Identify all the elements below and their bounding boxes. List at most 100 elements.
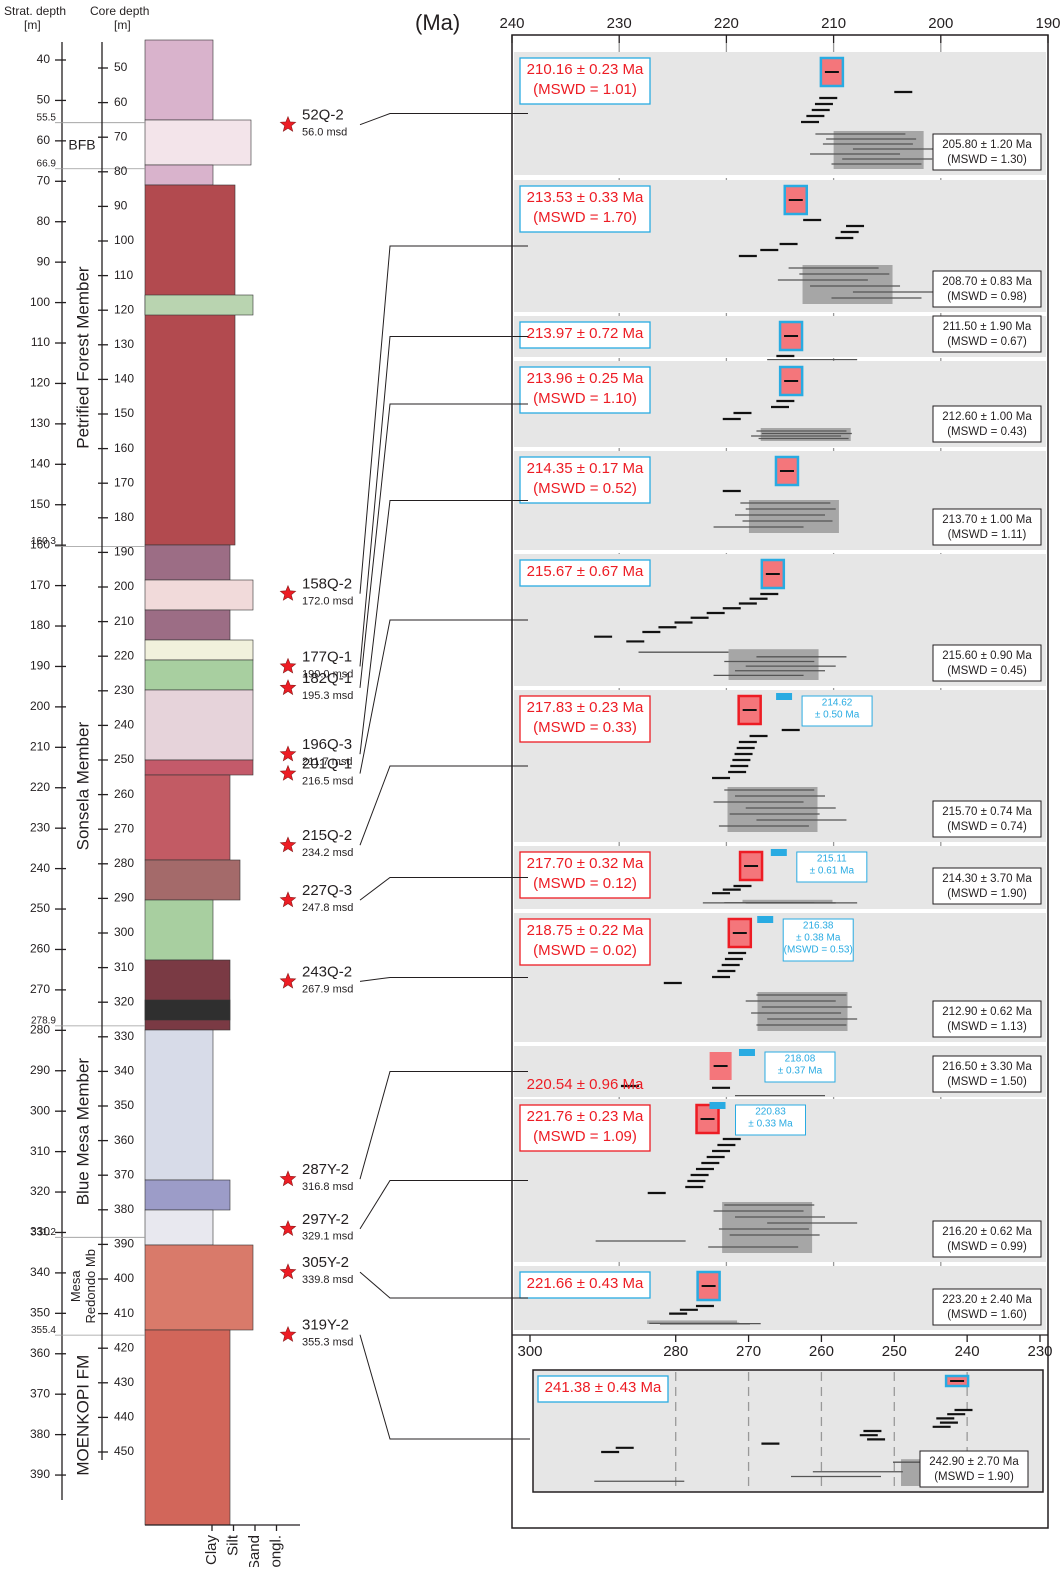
- x-tick-label: 190: [1035, 15, 1060, 32]
- strat-tick-label: 140: [30, 456, 50, 470]
- age-label: (MSWD = 0.02): [533, 942, 637, 959]
- subgroup-label: ± 0.33 Ma: [748, 1119, 793, 1130]
- grey-age-label: (MSWD = 1.50): [947, 1076, 1027, 1088]
- core-tick-label: 320: [114, 994, 134, 1008]
- core-tick-label: 110: [114, 268, 133, 282]
- grey-label-frame: [932, 270, 1042, 308]
- strat-tick-label: 180: [30, 618, 50, 632]
- age-label-frame: [519, 57, 651, 105]
- age-label: (MSWD = 0.33): [533, 719, 637, 736]
- core-tick-label: 340: [114, 1064, 134, 1078]
- grey-age-label: (MSWD = 0.74): [947, 821, 1027, 833]
- subgroup-label: ± 0.50 Ma: [815, 710, 860, 721]
- grey-label-frame: [932, 133, 1042, 171]
- core-tick-label: 250: [114, 752, 134, 766]
- grey-age-label: 208.70 ± 0.83 Ma: [942, 276, 1032, 288]
- age-label: (MSWD = 1.70): [533, 209, 637, 226]
- grey-mean-box: [833, 131, 924, 169]
- strat-tick-label: 100: [30, 295, 50, 309]
- x2-tick-label: 250: [882, 1343, 907, 1360]
- grey-age-label: 215.70 ± 0.74 Ma: [942, 806, 1032, 818]
- core-tick-label: 270: [114, 821, 134, 835]
- core-tick-label: 410: [114, 1306, 134, 1320]
- core-tick-label: 400: [114, 1271, 134, 1285]
- subgroup-label: (MSWD = 0.53): [784, 945, 853, 956]
- sample-name: 201Q-1: [302, 756, 352, 773]
- core-tick-label: 50: [114, 60, 128, 74]
- grey-label-frame: [932, 644, 1042, 682]
- age-label: 213.96 ± 0.25 Ma: [527, 370, 644, 387]
- sample-star: [279, 679, 297, 696]
- grey-mean-box: [748, 500, 839, 533]
- core-tick-label: 440: [114, 1410, 134, 1424]
- subgroup-label: ± 0.61 Ma: [810, 866, 855, 877]
- boundary-label: 331.2: [31, 1227, 56, 1238]
- connector: [359, 336, 528, 667]
- strat-tick-label: 150: [30, 497, 50, 511]
- sample-depth: 172.0 msd: [302, 596, 353, 608]
- sample-star: [279, 1326, 297, 1342]
- core-axis-title: Core depth: [90, 4, 149, 18]
- grey-age-label: (MSWD = 0.67): [947, 336, 1027, 348]
- age-label: 218.75 ± 0.22 Ma: [527, 922, 644, 939]
- unit-name: BFB: [68, 136, 95, 152]
- sample-name: 177Q-1: [302, 648, 352, 665]
- sample-depth: 190.0 msd: [302, 668, 353, 680]
- sample-name: 182Q-1: [302, 670, 352, 687]
- core-tick-label: 220: [114, 648, 134, 662]
- sample-name: 287Y-2: [302, 1161, 349, 1178]
- grey-age-label: 211.50 ± 1.90 Ma: [943, 321, 1032, 333]
- connector: [359, 1334, 530, 1440]
- subgroup-label: 220.83: [755, 1107, 786, 1118]
- subgroup-age-box: [776, 693, 793, 700]
- core-tick-label: 330: [114, 1029, 134, 1043]
- subgroup-age-box: [770, 849, 787, 856]
- sample-name: 158Q-2: [302, 576, 352, 593]
- core-tick-label: 80: [114, 164, 128, 178]
- core-tick-label: 280: [114, 856, 134, 870]
- core-tick-label: 160: [114, 441, 134, 455]
- grey-age-label: 212.90 ± 0.62 Ma: [942, 1006, 1032, 1018]
- grey-age-label: (MSWD = 0.99): [947, 1241, 1027, 1253]
- core-tick-label: 260: [114, 787, 134, 801]
- age-label-frame: [519, 185, 651, 233]
- x-tick-label: 230: [607, 15, 632, 32]
- grey-age-label: 215.60 ± 0.90 Ma: [942, 650, 1032, 662]
- age-label-frame: [519, 1271, 651, 1299]
- grey-label-frame: [932, 405, 1042, 443]
- sample-star: [279, 745, 297, 762]
- age-label: 220.54 ± 0.96 Ma: [527, 1076, 644, 1093]
- core-tick-label: 300: [114, 925, 134, 939]
- grey-age-label: (MSWD = 1.90): [947, 888, 1027, 900]
- age-label: (MSWD = 0.12): [533, 875, 637, 892]
- grey-age-label: (MSWD = 0.45): [947, 665, 1027, 677]
- age-label: (MSWD = 1.01): [533, 81, 637, 98]
- grain-size-label: Silt: [224, 1534, 241, 1556]
- sample-depth: 195.3 msd: [302, 690, 353, 702]
- sample-star: [279, 764, 297, 781]
- core-tick-label: 130: [114, 337, 134, 351]
- strat-tick-label: 200: [30, 699, 50, 713]
- core-tick-label: 380: [114, 1202, 134, 1216]
- strat-tick-label: 300: [30, 1103, 50, 1117]
- age-label-frame: [519, 918, 651, 966]
- x-tick-label: 240: [499, 15, 524, 32]
- strat-tick-label: 280: [30, 1022, 50, 1036]
- strat-tick-label: 40: [37, 52, 51, 66]
- core-tick-label: 290: [114, 891, 134, 905]
- x2-tick-label: 280: [663, 1343, 688, 1360]
- age-label-frame: [519, 366, 651, 414]
- sample-depth: 247.8 msd: [302, 902, 353, 914]
- strat-tick-label: 310: [30, 1144, 50, 1158]
- grey-mean-box: [727, 787, 818, 832]
- lithology-column: [144, 39, 300, 1526]
- sample-depth: 211.7 msd: [302, 756, 353, 768]
- sample-depth: 267.9 msd: [302, 983, 353, 995]
- unit-name: Blue Mesa Member: [73, 1058, 92, 1206]
- grey-age-label: 216.20 ± 0.62 Ma: [942, 1226, 1032, 1238]
- age-label-frame: [519, 321, 651, 349]
- grain-size-label: Sand: [246, 1535, 263, 1567]
- connector: [359, 977, 528, 982]
- subgroup-age-box: [757, 916, 774, 923]
- connector: [359, 765, 528, 846]
